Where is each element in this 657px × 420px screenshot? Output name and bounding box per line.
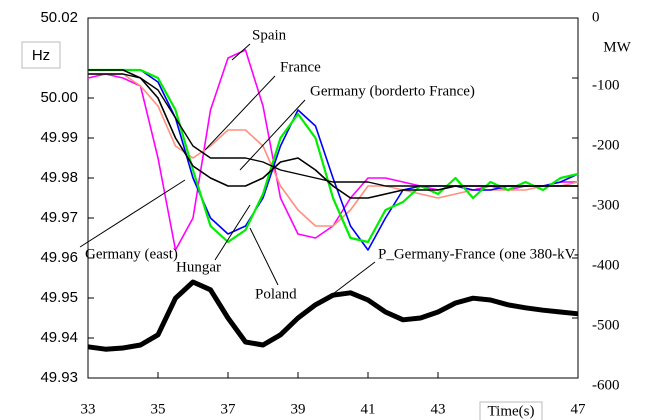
x-label-box [479,401,543,420]
x-tick-label: 37 [221,401,237,417]
series-line [88,69,579,251]
y-tick-label: 50.00 [40,89,78,106]
y-tick-label: 49.94 [40,329,78,346]
y-axis-label: Hz [32,47,50,64]
series-label: France [280,59,321,75]
y2-tick-label: -100 [592,77,620,93]
y-tick-label: 49.96 [40,249,78,266]
x-tick-label: 41 [361,401,376,417]
annotation-leader [324,261,376,301]
y2-axis-label: MW [603,39,631,55]
x-tick-label: 33 [81,401,96,417]
y-label-box [21,41,61,69]
annotation-leader [249,227,279,286]
y-tick-label: 49.98 [40,169,78,186]
y2-tick-label: -200 [592,137,620,153]
x-axis-label: Time(s) [488,403,535,419]
y-tick-label: 49.99 [40,129,78,146]
y2-tick-label: 0 [592,9,600,25]
annotation-leader [204,75,276,151]
x-tick-label: 43 [431,401,446,417]
y2-tick-label: -300 [592,197,620,213]
annotation-leader [231,43,251,61]
series-label: Poland [255,286,297,302]
y-tick-label: 49.97 [40,209,78,226]
y-tick-label: 49.93 [40,369,78,386]
y2-tick-label: -400 [592,257,620,273]
annotation-leader [239,99,306,171]
x-tick-label: 39 [291,401,306,417]
series-label: P_Germany-France (one 380-kV- [378,246,579,262]
y2-tick-label: -600 [592,377,620,393]
y-tick-label: 50.02 [40,9,78,26]
x-tick-label: 35 [151,401,166,417]
series-label: Spain [252,27,287,43]
y2-tick-label: -500 [592,317,620,333]
y-tick-label: 49.95 [40,289,78,306]
x-tick-label: 47 [571,401,587,417]
annotation-leader [214,204,251,261]
series-label: Germany (borderto France) [310,83,475,99]
series-line [88,73,579,227]
series-label: Germany (east) [85,246,178,262]
series-line [88,73,578,187]
annotation-leader [79,179,186,248]
series-label: Hungar [176,259,221,275]
series-line [88,68,579,244]
series-line [87,279,579,352]
series-line [87,49,578,251]
